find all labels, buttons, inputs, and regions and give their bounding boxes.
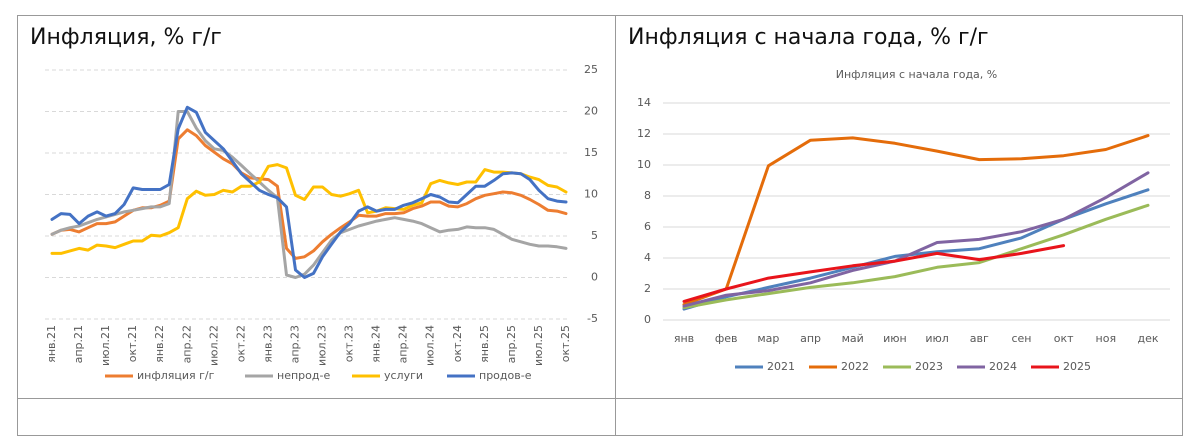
legend-label: 2022 — [841, 360, 869, 373]
y-tick-label: 14 — [637, 96, 651, 109]
x-tick-label: янв.23 — [261, 325, 274, 363]
y-tick-label: 10 — [637, 158, 651, 171]
x-tick-label: янв.25 — [478, 325, 491, 363]
y-tick-label: 8 — [644, 189, 651, 202]
x-tick-label: май — [842, 332, 864, 345]
x-tick-label: апр.25 — [505, 325, 518, 363]
legend-label: непрод-е — [277, 369, 330, 382]
x-tick-label: янв.22 — [153, 325, 166, 363]
x-tick-label: апр.22 — [180, 325, 193, 363]
legend-label: 2024 — [989, 360, 1017, 373]
series-line — [50, 110, 568, 279]
y-tick-label: 5 — [591, 229, 598, 242]
x-tick-label: окт.25 — [559, 325, 572, 362]
x-tick-label: июн — [883, 332, 907, 345]
series-line — [682, 203, 1150, 310]
y-tick-label: 0 — [591, 271, 598, 284]
x-tick-label: окт — [1054, 332, 1074, 345]
chart-title: Инфляция с начала года, % — [836, 68, 998, 81]
x-tick-label: июл.23 — [316, 325, 329, 366]
y-tick-label: 6 — [644, 220, 651, 233]
series-line — [50, 105, 568, 279]
x-tick-label: апр — [800, 332, 821, 345]
legend-label: продов-е — [479, 369, 532, 382]
legend-label: 2023 — [915, 360, 943, 373]
legend-label: инфляция г/г — [137, 369, 215, 382]
table-border — [17, 15, 1183, 436]
x-tick-label: янв.21 — [45, 325, 58, 363]
legend-label: услуги — [384, 369, 423, 382]
y-tick-label: 12 — [637, 127, 651, 140]
series-line — [682, 244, 1066, 303]
x-tick-label: июл.25 — [532, 325, 545, 366]
y-tick-label: 10 — [584, 188, 598, 201]
x-tick-label: авг — [970, 332, 989, 345]
series-line — [682, 134, 1150, 306]
x-tick-label: окт.22 — [234, 325, 247, 362]
x-tick-label: апр.24 — [397, 325, 410, 363]
x-tick-label: мар — [757, 332, 779, 345]
y-tick-label: 0 — [644, 313, 651, 326]
series-line — [50, 163, 568, 255]
y-tick-label: 2 — [644, 282, 651, 295]
legend-label: 2025 — [1063, 360, 1091, 373]
y-tick-label: -5 — [587, 312, 598, 325]
x-tick-label: окт.24 — [451, 325, 464, 362]
x-tick-label: дек — [1137, 332, 1158, 345]
panel-heading: Инфляция с начала года, % г/г — [628, 25, 989, 50]
x-tick-label: июл.24 — [424, 325, 437, 366]
x-tick-label: фев — [715, 332, 738, 345]
x-tick-label: июл — [925, 332, 948, 345]
y-tick-label: 4 — [644, 251, 651, 264]
x-tick-label: сен — [1011, 332, 1031, 345]
panel-heading: Инфляция, % г/г — [30, 25, 222, 50]
y-tick-label: 15 — [584, 146, 598, 159]
x-tick-label: апр.23 — [288, 325, 301, 363]
x-tick-label: апр.21 — [72, 325, 85, 363]
x-tick-label: янв.24 — [370, 325, 383, 363]
x-tick-label: окт.21 — [126, 325, 139, 362]
y-tick-label: 20 — [584, 105, 598, 118]
y-tick-label: 25 — [584, 63, 598, 76]
legend-label: 2021 — [767, 360, 795, 373]
x-tick-label: июл.22 — [207, 325, 220, 366]
x-tick-label: ноя — [1096, 332, 1117, 345]
series-line — [682, 171, 1150, 308]
x-tick-label: июл.21 — [99, 325, 112, 366]
x-tick-label: янв — [674, 332, 694, 345]
x-tick-label: окт.23 — [343, 325, 356, 362]
